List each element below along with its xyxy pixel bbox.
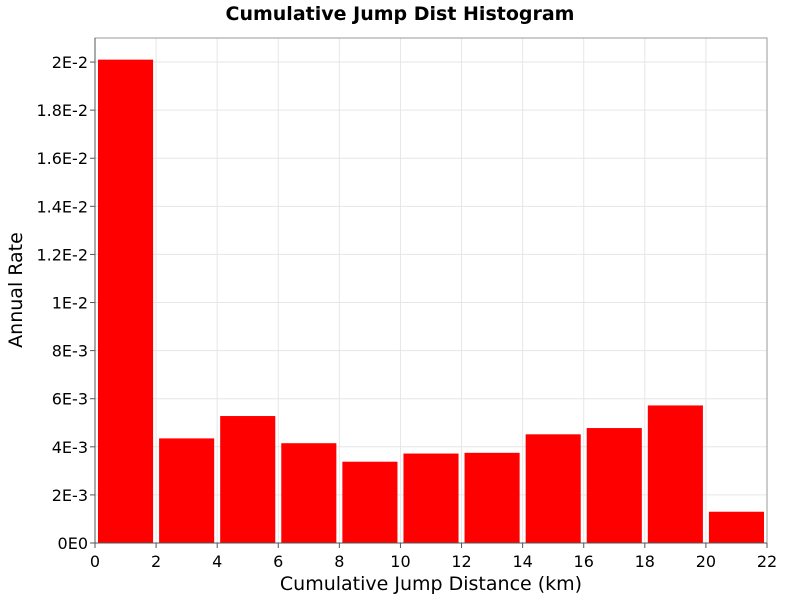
bar-12-14	[464, 452, 520, 543]
bar-20-22	[708, 511, 764, 543]
x-tick-label: 18	[635, 552, 655, 571]
bar-18-20	[647, 405, 703, 543]
chart-title: Cumulative Jump Dist Histogram	[226, 3, 575, 25]
y-tick-label: 6E-3	[52, 390, 88, 409]
y-tick-label: 0E0	[58, 534, 88, 553]
x-tick-label: 6	[273, 552, 283, 571]
y-tick-label: 1.6E-2	[36, 149, 88, 168]
bar-4-6	[220, 416, 276, 543]
bar-14-16	[525, 434, 581, 543]
x-tick-label: 8	[334, 552, 344, 571]
y-tick-label: 4E-3	[52, 438, 88, 457]
x-tick-label: 10	[390, 552, 410, 571]
y-tick-label: 2E-3	[52, 486, 88, 505]
y-tick-label: 1.4E-2	[36, 197, 88, 216]
axes	[94, 38, 767, 544]
x-tick-label: 16	[574, 552, 594, 571]
x-tick-label: 4	[212, 552, 222, 571]
x-tick-label: 20	[696, 552, 716, 571]
x-axis-label: Cumulative Jump Distance (km)	[280, 573, 582, 595]
x-tick-label: 2	[151, 552, 161, 571]
x-tick-label: 0	[90, 552, 100, 571]
y-tick-label: 1.2E-2	[36, 245, 88, 264]
x-ticks: 0 2 4 6 8 10 12 14 16 18 20 22	[90, 543, 777, 571]
y-tick-label: 8E-3	[52, 342, 88, 361]
y-tick-label: 2E-2	[52, 53, 88, 72]
y-tick-label: 1.8E-2	[36, 101, 88, 120]
bar-10-12	[403, 453, 459, 543]
x-tick-label: 12	[451, 552, 471, 571]
bar-6-8	[281, 443, 337, 543]
bar-2-4	[159, 438, 215, 543]
y-axis-label: Annual Rate	[5, 232, 27, 348]
bar-0-2	[98, 59, 154, 544]
x-tick-label: 22	[757, 552, 777, 571]
x-tick-label: 14	[512, 552, 532, 571]
y-ticks: 0E0 2E-3 4E-3 6E-3 8E-3 1E-2 1.2E-2 1.4E-2 1.6E-…	[36, 53, 95, 553]
bars	[98, 59, 764, 544]
bar-16-18	[586, 428, 642, 543]
bar-8-10	[342, 461, 398, 543]
y-tick-label: 1E-2	[52, 294, 88, 313]
